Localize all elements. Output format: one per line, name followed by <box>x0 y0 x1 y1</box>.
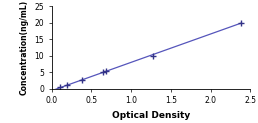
X-axis label: Optical Density: Optical Density <box>112 111 190 120</box>
Y-axis label: Concentration(ng/mL): Concentration(ng/mL) <box>20 0 29 95</box>
